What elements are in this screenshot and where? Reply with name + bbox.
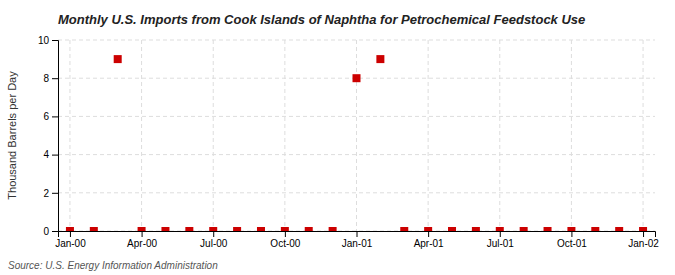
point	[185, 227, 193, 231]
x-tick-mark	[357, 231, 358, 237]
x-tick-label: Apr-01	[414, 238, 444, 249]
y-tick: 10	[38, 35, 58, 46]
grid-line-y	[58, 116, 655, 117]
grid-line-x	[428, 40, 429, 231]
x-tick-mark	[571, 231, 572, 237]
y-tick-label: 10	[38, 35, 50, 46]
y-axis: 0 2 4 6 8 10	[38, 35, 59, 237]
point	[233, 227, 241, 231]
point	[114, 55, 122, 63]
x-tick: Apr-00	[127, 231, 157, 249]
point	[448, 227, 456, 231]
grid-line-y	[58, 192, 655, 193]
x-tick: Jan-02	[628, 231, 659, 249]
x-tick: Jul-00	[200, 231, 228, 249]
x-tick-label: Jul-01	[487, 238, 515, 249]
x-tick-mark	[500, 231, 501, 237]
x-tick-label: Oct-00	[270, 238, 300, 249]
x-tick-mark	[213, 231, 214, 237]
point	[66, 227, 74, 231]
point	[424, 227, 432, 231]
point	[138, 227, 146, 231]
x-tick: Oct-00	[270, 231, 300, 249]
x-tick: Jan-00	[55, 231, 86, 249]
point	[353, 74, 361, 82]
y-tick-label: 4	[43, 149, 49, 160]
plot-area	[66, 55, 647, 231]
y-tick-label: 0	[43, 226, 49, 237]
source-note: Source: U.S. Energy Information Administ…	[8, 260, 218, 271]
y-tick: 2	[43, 188, 58, 199]
grid-line-x	[69, 40, 70, 231]
x-tick: Jul-01	[487, 231, 515, 249]
x-tick-label: Oct-01	[557, 238, 587, 249]
title: Monthly U.S. Imports from Cook Islands o…	[58, 12, 585, 27]
point	[567, 227, 575, 231]
grid-line-x	[213, 40, 214, 231]
chart-svg: Jan-00 Apr-00 Jul-00 Oct-00 Jan-01 Apr-01 Jul-…	[0, 0, 675, 275]
grid-line-x	[499, 40, 500, 231]
x-tick-mark	[142, 231, 143, 237]
x-tick-label: Apr-00	[127, 238, 157, 249]
x-tick-label: Jul-00	[200, 238, 228, 249]
point	[161, 227, 169, 231]
point	[544, 227, 552, 231]
x-tick: Oct-01	[557, 231, 587, 249]
y-tick-mark	[52, 116, 58, 117]
point	[281, 227, 289, 231]
x-tick-label: Jan-02	[628, 238, 659, 249]
point	[639, 227, 647, 231]
grid-line-x	[356, 40, 357, 231]
y-tick: 8	[43, 73, 58, 84]
point	[520, 227, 528, 231]
x-tick-mark	[643, 231, 644, 237]
x-tick: Apr-01	[414, 231, 444, 249]
y-tick-mark	[52, 231, 58, 232]
x-tick-mark	[70, 231, 71, 237]
y-tick-label: 8	[43, 73, 49, 84]
x-tick-mark	[428, 231, 429, 237]
point	[376, 55, 384, 63]
y-tick-label: 2	[43, 188, 49, 199]
point	[329, 227, 337, 231]
x-tick-label: Jan-01	[342, 238, 373, 249]
point	[615, 227, 623, 231]
x-axis-line	[59, 232, 656, 238]
point	[305, 227, 313, 231]
y-tick: 0	[43, 226, 58, 237]
y-tick-label: 6	[43, 111, 49, 122]
grid	[58, 40, 655, 231]
x-tick-mark	[285, 231, 286, 237]
point	[591, 227, 599, 231]
x-axis: Jan-00 Apr-00 Jul-00 Oct-00 Jan-01 Apr-01 Jul-…	[55, 231, 659, 249]
x-tick: Jan-01	[342, 231, 373, 249]
point	[209, 227, 217, 231]
y-tick-mark	[52, 155, 58, 156]
point	[400, 227, 408, 231]
grid-line-x	[141, 40, 142, 231]
point	[472, 227, 480, 231]
x-tick-label: Jan-00	[55, 238, 86, 249]
point	[90, 227, 98, 231]
y-axis-title: Thousand Barrels per Day	[6, 71, 18, 200]
y-tick: 4	[43, 149, 58, 160]
grid-line-x	[571, 40, 572, 231]
grid-line-x	[284, 40, 285, 231]
chart-container: Jan-00 Apr-00 Jul-00 Oct-00 Jan-01 Apr-01 Jul-…	[0, 0, 675, 275]
y-axis-line	[52, 41, 59, 232]
y-tick: 6	[43, 111, 58, 122]
y-tick-mark	[52, 193, 58, 194]
y-tick-mark	[52, 40, 58, 41]
point	[496, 227, 504, 231]
y-tick-mark	[52, 78, 58, 79]
point	[257, 227, 265, 231]
grid-line-x	[643, 40, 644, 231]
